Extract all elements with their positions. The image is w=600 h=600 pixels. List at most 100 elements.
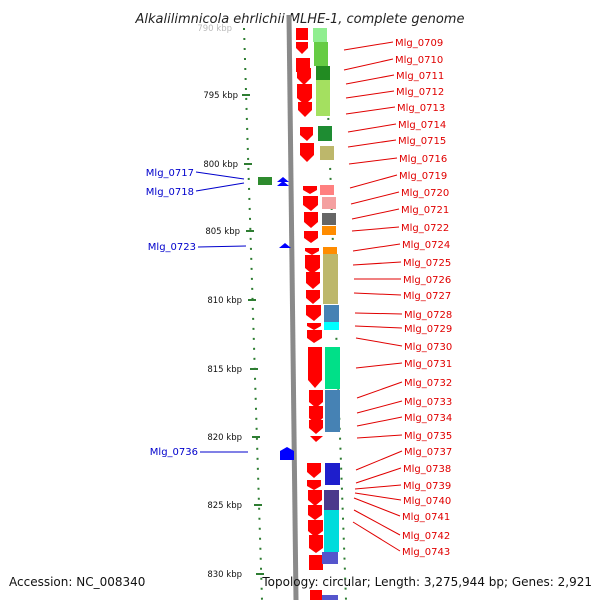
leader-line [352, 521, 401, 552]
category-block [322, 213, 336, 225]
gene-label: Mlg_0731 [404, 359, 452, 370]
gene-label: Mlg_0737 [404, 447, 452, 458]
leader-line [356, 434, 403, 439]
leader-line [354, 312, 403, 315]
leader-line [349, 174, 398, 189]
gene-arrow-down [305, 248, 319, 255]
category-block [322, 552, 338, 564]
tick-label: 795 kbp [203, 91, 238, 101]
leader-line [355, 450, 403, 471]
leader-line [197, 245, 247, 248]
leader-line [352, 261, 402, 266]
gene-label: Mlg_0717 [146, 168, 194, 179]
gene-arrow-up [277, 177, 289, 182]
gene-label: Mlg_0725 [403, 258, 451, 269]
gene-arrow-down [300, 143, 314, 162]
category-block [325, 347, 340, 389]
category-block [324, 490, 339, 510]
gene-label: Mlg_0720 [401, 188, 449, 199]
leader-line [347, 139, 397, 148]
leader-line [356, 400, 403, 414]
leader-line [351, 208, 400, 220]
tick-label: 825 kbp [207, 501, 242, 511]
gene-arrow-down [308, 520, 323, 537]
gene-label: Mlg_0742 [402, 531, 450, 542]
gene-arrow-down [296, 42, 308, 54]
leader-line [343, 41, 394, 51]
tick-label: 800 kbp [203, 160, 238, 170]
left-gene-labels: Mlg_0717 Mlg_0718 Mlg_0723 Mlg_0736 [146, 168, 248, 458]
category-block [322, 197, 336, 209]
gene-label: Mlg_0723 [148, 242, 196, 253]
gene-arrow-down [309, 420, 323, 434]
gene-label: Mlg_0732 [404, 378, 452, 389]
gene-arrow-up [280, 447, 294, 460]
leader-line [354, 325, 403, 329]
gene-label: Mlg_0740 [403, 496, 451, 507]
gene-arrow-down [297, 84, 312, 105]
gene-arrow-down [304, 231, 318, 243]
leader-line [354, 492, 402, 501]
leader-line [350, 191, 400, 205]
category-block [325, 463, 340, 485]
leader-line [345, 106, 396, 115]
leader-line [343, 58, 394, 71]
tick-label: 830 kbp [207, 570, 242, 580]
scale-dotted-track [243, 27, 263, 600]
tick-label-top: 790 kbp [197, 24, 232, 34]
gene-label: Mlg_0726 [403, 275, 451, 286]
reverse-strand-genes [296, 28, 323, 600]
category-block [323, 254, 338, 304]
gene-arrow-down [307, 323, 321, 330]
gene-label: Mlg_0738 [403, 464, 451, 475]
leader-line [195, 171, 245, 180]
gene-label: Mlg_0713 [397, 103, 445, 114]
category-block [324, 510, 339, 552]
category-block [324, 305, 339, 322]
gene-arrow-down [305, 255, 320, 274]
leader-line [351, 226, 400, 232]
gene-arrow-down [308, 490, 322, 506]
gene-label: Mlg_0709 [395, 38, 443, 49]
gene-label: Mlg_0741 [402, 512, 450, 523]
category-block [325, 390, 340, 432]
gene-arrow-down [309, 390, 323, 408]
gene-arrow-down [310, 436, 323, 442]
gene-label: Mlg_0721 [401, 205, 449, 216]
gene-arrow-down [306, 272, 320, 289]
category-block [322, 226, 336, 235]
leader-line [348, 157, 398, 165]
accession-text: Accession: NC_008340 [9, 575, 145, 589]
gene-arrow-down [307, 330, 322, 343]
gene-arrow-down [300, 127, 313, 141]
leader-line [345, 90, 395, 99]
topology-text: Topology: circular; Length: 3,275,944 bp… [261, 575, 592, 589]
leader-line [356, 416, 403, 427]
gene-label: Mlg_0735 [404, 431, 452, 442]
category-block [316, 80, 330, 116]
leader-line [352, 243, 401, 252]
gene-arrow-down [304, 212, 318, 228]
leader-line [356, 381, 403, 399]
gene-label: Mlg_0719 [399, 171, 447, 182]
category-block [322, 595, 338, 600]
category-block [320, 146, 334, 160]
category-block [318, 126, 332, 141]
leader-line [345, 74, 395, 85]
leader-line [355, 337, 403, 347]
leader-line [353, 509, 401, 536]
gene-label: Mlg_0733 [404, 397, 452, 408]
forward-strand-genes [258, 177, 294, 460]
gene-arrow-down [308, 505, 322, 520]
gene-label: Mlg_0718 [146, 187, 194, 198]
gene-label: Mlg_0712 [396, 87, 444, 98]
gene-block [309, 555, 323, 570]
cog-category-blocks [313, 28, 340, 600]
gene-arrow-down [307, 463, 321, 478]
tick-label: 820 kbp [207, 433, 242, 443]
gene-label: Mlg_0715 [398, 136, 446, 147]
gene-label: Mlg_0730 [404, 342, 452, 353]
gene-label: Mlg_0736 [150, 447, 198, 458]
gene-arrow-down [306, 290, 320, 304]
